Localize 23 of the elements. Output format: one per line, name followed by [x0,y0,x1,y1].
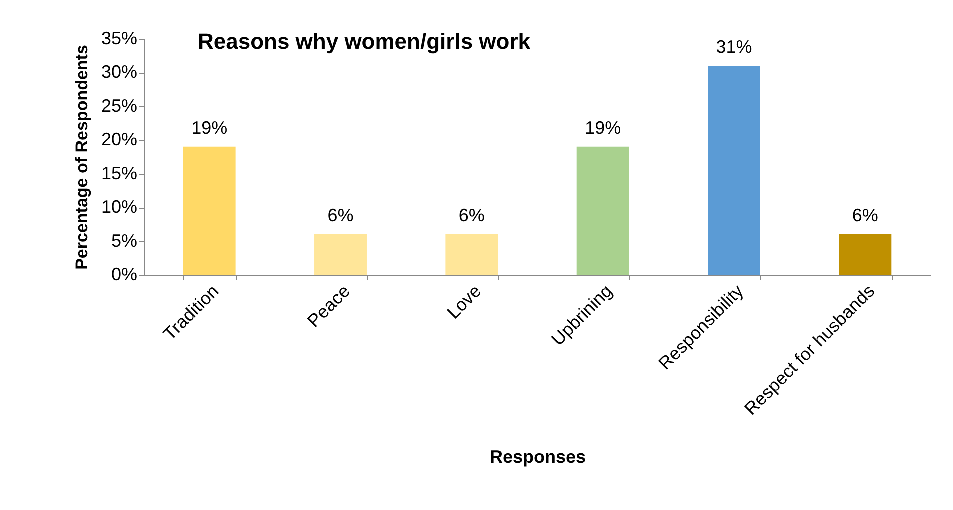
y-tick-label: 10% [101,197,138,218]
bar [576,146,630,275]
data-label: 6% [328,206,354,226]
y-tick-label: 0% [111,264,138,284]
x-axis-title: Responses [490,447,586,468]
data-label: 31% [716,36,752,57]
data-label: 6% [852,206,878,226]
y-tick-label: 30% [101,62,138,82]
y-tick-label: 5% [111,230,138,251]
bar [446,234,498,275]
data-label: 6% [458,206,485,226]
bar [183,146,236,275]
bar [839,234,892,275]
data-label: 19% [585,118,622,138]
y-tick-label: 25% [101,96,138,116]
y-tick-label: 35% [101,28,138,48]
bar [314,234,367,275]
bar [708,66,760,275]
y-tick-label: 15% [101,163,138,184]
chart-title: Reasons why women/girls work [198,29,532,54]
y-axis-title: Percentage of Respondents [72,45,92,270]
y-tick-label: 20% [101,130,138,150]
data-label: 19% [192,118,228,138]
